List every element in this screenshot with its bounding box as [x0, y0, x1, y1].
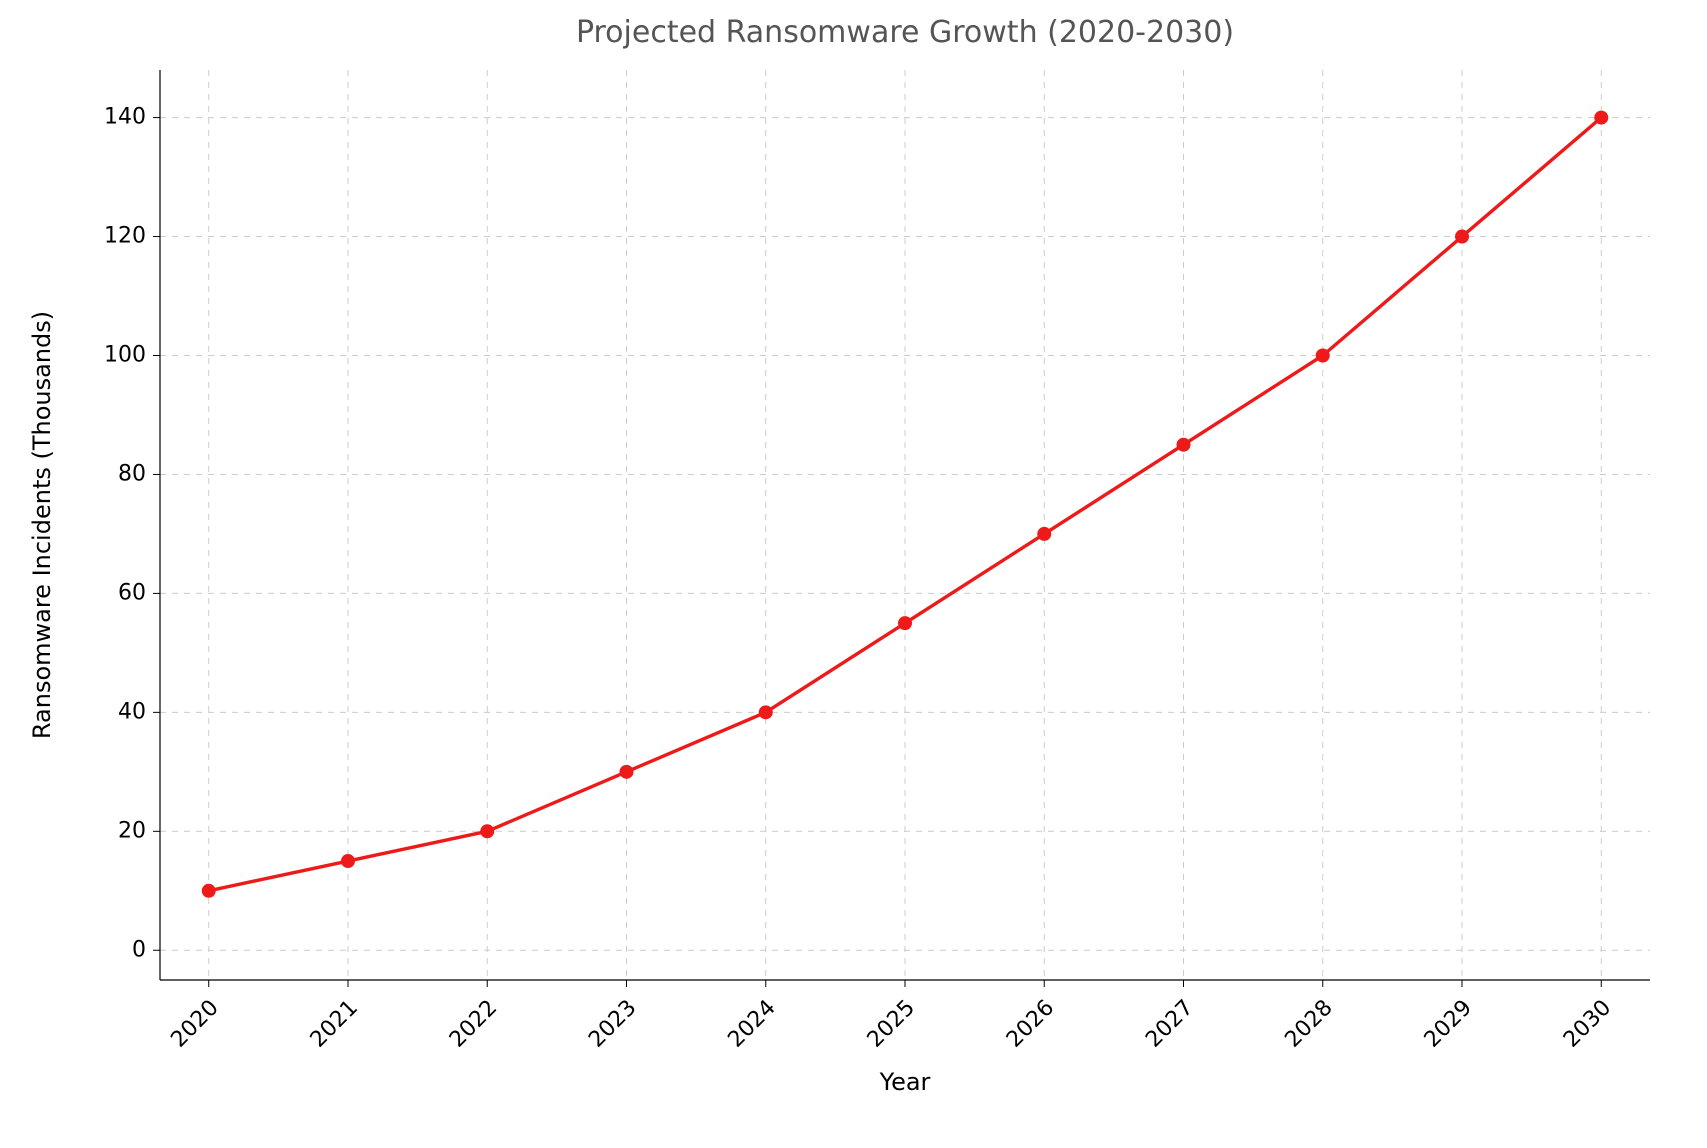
y-tick-label: 20	[118, 818, 146, 843]
data-point	[898, 616, 912, 630]
chart-background	[0, 0, 1707, 1148]
data-point	[1037, 527, 1051, 541]
y-axis-label: Ransomware Incidents (Thousands)	[28, 311, 56, 739]
y-tick-label: 140	[104, 105, 146, 130]
y-tick-label: 100	[104, 342, 146, 367]
y-tick-label: 60	[118, 580, 146, 605]
line-chart: 0204060801001201402020202120222023202420…	[0, 0, 1707, 1148]
data-point	[1455, 230, 1469, 244]
data-point	[1594, 111, 1608, 125]
data-point	[1177, 438, 1191, 452]
y-tick-label: 40	[118, 699, 146, 724]
data-point	[341, 854, 355, 868]
data-point	[480, 824, 494, 838]
chart-title: Projected Ransomware Growth (2020-2030)	[576, 15, 1234, 50]
data-point	[619, 765, 633, 779]
data-point	[759, 705, 773, 719]
y-tick-label: 120	[104, 224, 146, 249]
y-tick-label: 80	[118, 461, 146, 486]
data-point	[1316, 348, 1330, 362]
x-axis-label: Year	[879, 1068, 931, 1096]
y-tick-label: 0	[132, 937, 146, 962]
data-point	[202, 884, 216, 898]
chart-container: 0204060801001201402020202120222023202420…	[0, 0, 1707, 1148]
